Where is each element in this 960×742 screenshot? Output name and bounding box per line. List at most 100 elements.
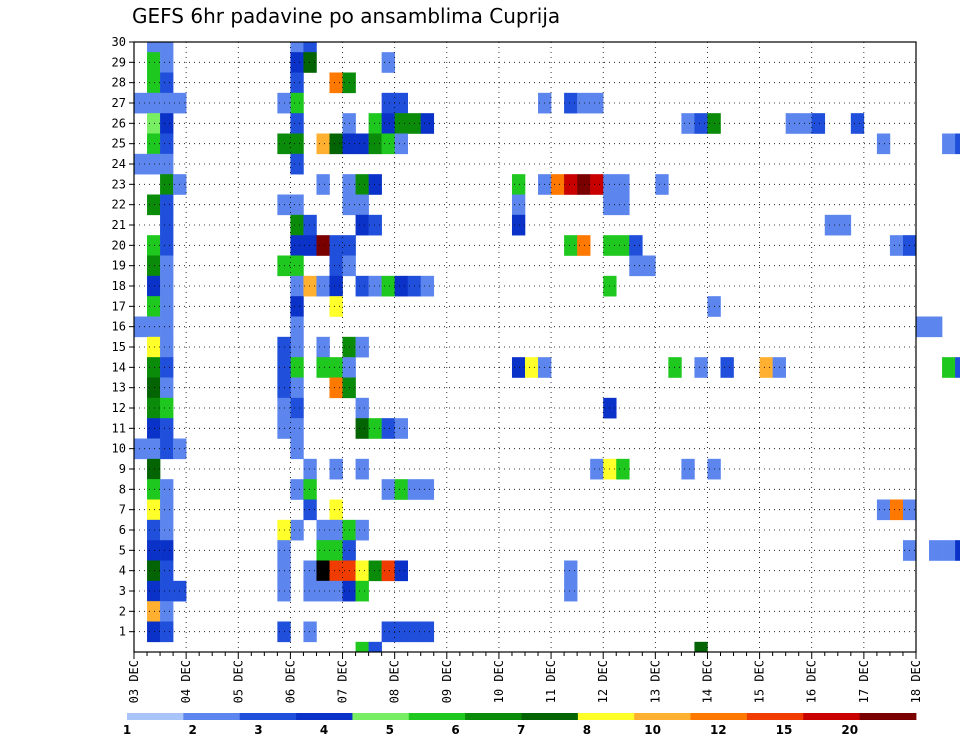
legend-label: 15 (776, 723, 793, 737)
heatmap-cell (381, 418, 395, 439)
heatmap-cell (381, 479, 395, 500)
x-tick-label: 10 DEC (492, 660, 506, 703)
legend-swatch (239, 713, 297, 720)
heatmap-cell (134, 438, 148, 460)
y-tick-label: 22 (112, 198, 126, 212)
heatmap-cell (316, 560, 330, 582)
heatmap-cell (290, 357, 304, 378)
heatmap-cell (929, 540, 943, 561)
heatmap-cell (303, 42, 317, 53)
y-tick-label: 15 (112, 340, 126, 354)
heatmap-cell (394, 418, 408, 439)
x-tick-label: 18 DEC (909, 660, 923, 703)
heatmap-cell (160, 72, 174, 94)
y-tick-label: 29 (112, 55, 126, 69)
heatmap-cell (160, 479, 174, 500)
heatmap-cell (916, 316, 930, 338)
heatmap-cell (160, 377, 174, 399)
heatmap-cell (160, 174, 174, 195)
heatmap-cell (134, 316, 148, 338)
y-tick-label: 13 (112, 381, 126, 395)
heatmap-cell (316, 235, 330, 256)
y-tick-label: 20 (112, 238, 126, 252)
heatmap-cell (160, 418, 174, 439)
y-tick-label: 12 (112, 401, 126, 415)
heatmap-cell (147, 418, 161, 439)
heatmap-cell (381, 52, 395, 73)
heatmap-cell (368, 275, 382, 297)
x-tick-label: 09 DEC (440, 660, 454, 703)
heatmap-cell (642, 255, 656, 277)
x-tick-label: 04 DEC (179, 660, 193, 703)
y-tick-label: 19 (112, 259, 126, 273)
heatmap-cell (147, 42, 161, 53)
x-tick-label: 17 DEC (857, 660, 871, 703)
heatmap-cell (160, 255, 174, 277)
heatmap-cell (329, 580, 343, 602)
heatmap-cell (160, 275, 174, 297)
heatmap-cell (355, 458, 369, 480)
heatmap-cell (160, 214, 174, 236)
heatmap-cell (329, 255, 343, 277)
heatmap-cell (147, 153, 161, 175)
heatmap-cell (290, 214, 304, 236)
y-tick-label: 4 (119, 564, 126, 578)
legend-swatch (408, 713, 466, 720)
legend-swatch (577, 713, 635, 720)
heatmap-cell (811, 113, 826, 134)
heatmap-cell (368, 641, 382, 653)
heatmap-cell (147, 316, 161, 338)
heatmap-cell (147, 92, 161, 114)
heatmap-cell (290, 194, 304, 216)
heatmap-cell (420, 479, 435, 500)
y-tick-label: 8 (119, 482, 126, 496)
heatmap-cell (616, 458, 630, 480)
heatmap-cell (368, 113, 382, 134)
legend-swatch (521, 713, 579, 720)
heatmap-cell (381, 275, 395, 297)
heatmap-cell (942, 357, 956, 378)
heatmap-cell (290, 275, 304, 297)
heatmap-cell (694, 357, 708, 378)
heatmap-cell (160, 621, 174, 643)
heatmap-cell (564, 580, 578, 602)
legend-label: 5 (386, 723, 394, 737)
y-tick-label: 10 (112, 442, 126, 456)
x-tick-label: 14 DEC (700, 660, 714, 703)
x-tick-label: 15 DEC (753, 660, 767, 703)
heatmap-cell (590, 92, 604, 114)
heatmap-cell (160, 397, 174, 419)
heatmap-cell (290, 72, 304, 94)
legend-swatch (296, 713, 353, 720)
heatmap-cell (290, 113, 304, 134)
legend-swatch (690, 713, 748, 720)
heatmap-cell (134, 92, 148, 114)
heatmap-cell (290, 316, 304, 338)
heatmap-cell (147, 275, 161, 297)
heatmap-cell (355, 418, 369, 439)
heatmap-cell (303, 580, 317, 602)
heatmap-cell (394, 621, 408, 643)
heatmap-cell (694, 113, 708, 134)
heatmap-cell (355, 641, 369, 653)
heatmap-cell (147, 194, 161, 216)
heatmap-cell (290, 397, 304, 419)
heatmap-cell (511, 357, 526, 378)
heatmap-cell (355, 519, 369, 541)
heatmap-cell (160, 336, 174, 358)
heatmap-cell (160, 194, 174, 216)
heatmap-cell (590, 458, 604, 480)
y-tick-label: 18 (112, 279, 126, 293)
heatmap-cell (290, 479, 304, 500)
heatmap-cell (329, 72, 343, 94)
heatmap-cell (290, 519, 304, 541)
heatmap-cell (355, 194, 369, 216)
heatmap-cell (942, 540, 956, 561)
heatmap-cell (876, 133, 891, 155)
heatmap-cell (955, 133, 960, 155)
heatmap-cell (290, 92, 304, 114)
heatmap-cell (160, 52, 174, 73)
heatmap-cell (160, 113, 174, 134)
heatmap-cell (147, 72, 161, 94)
